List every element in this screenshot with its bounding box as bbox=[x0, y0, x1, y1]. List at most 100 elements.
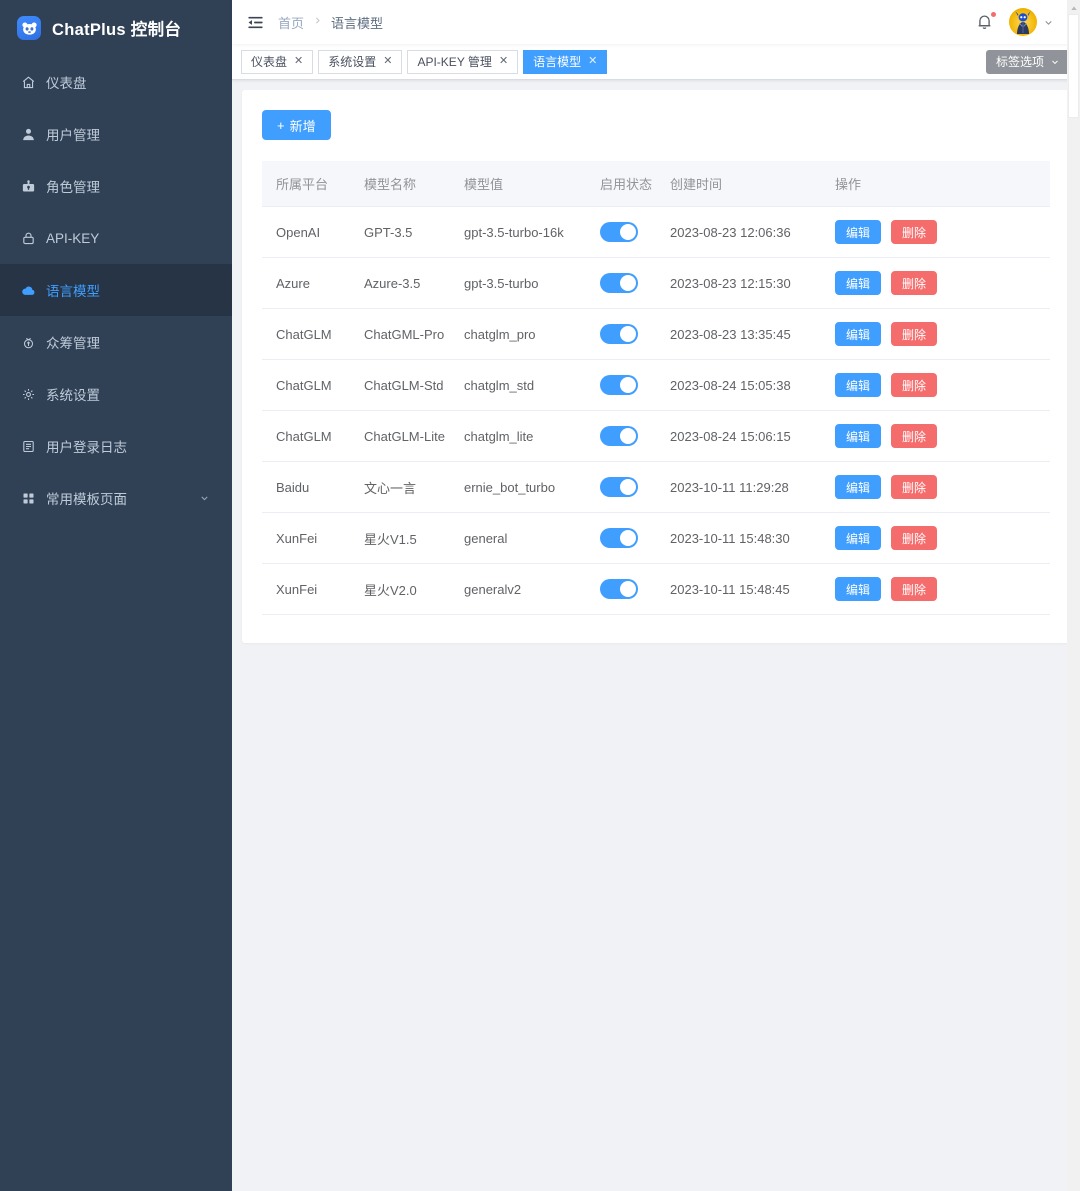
edit-button[interactable]: 编辑 bbox=[835, 271, 882, 295]
tab-system-settings[interactable]: 系统设置 ✕ bbox=[318, 49, 403, 74]
main-area: 首页 语言模型 bbox=[232, 0, 1080, 1191]
edit-button[interactable]: 编辑 bbox=[835, 475, 882, 499]
breadcrumb-item-home[interactable]: 首页 bbox=[278, 15, 305, 31]
edit-button[interactable]: 编辑 bbox=[835, 322, 882, 346]
edit-button[interactable]: 编辑 bbox=[835, 424, 882, 448]
sidebar-logo[interactable]: ChatPlus 控制台 bbox=[0, 0, 232, 56]
sidebar: ChatPlus 控制台 仪表盘 用户管理 角色管理 bbox=[0, 0, 232, 1191]
tab-label: 语言模型 bbox=[533, 55, 582, 69]
delete-button[interactable]: 删除 bbox=[891, 220, 938, 244]
table-row: ChatGLM ChatGLM-Lite chatglm_lite 2023-08-2… bbox=[262, 410, 1050, 462]
edit-button[interactable]: 编辑 bbox=[835, 220, 882, 244]
cell-created-time: 2023-08-24 15:05:38 bbox=[656, 359, 821, 411]
cell-model-value: chatglm_std bbox=[450, 359, 586, 411]
cell-model-name: 文心一言 bbox=[350, 461, 450, 513]
tabs-bar: 仪表盘 ✕ 系统设置 ✕ API-KEY 管理 ✕ 语言模型 ✕ 标签选项 bbox=[232, 44, 1080, 80]
tab-label: 系统设置 bbox=[328, 55, 377, 69]
column-header-platform[interactable]: 所属平台 bbox=[262, 161, 350, 207]
close-icon[interactable]: ✕ bbox=[498, 55, 509, 67]
column-header-model-name[interactable]: 模型名称 bbox=[350, 161, 450, 207]
cell-platform: Baidu bbox=[262, 461, 350, 513]
column-header-enabled-status[interactable]: 启用状态 bbox=[586, 161, 656, 207]
plus-icon: + bbox=[277, 117, 285, 133]
navbar-actions bbox=[975, 8, 1068, 36]
delete-button[interactable]: 删除 bbox=[891, 373, 938, 397]
app-main: + 新增 所属平台 模型名称 模型值 启用状态 创建时间 操作 OpenAI GP… bbox=[232, 80, 1080, 653]
sidebar-item-crowdfunding[interactable]: 众筹管理 bbox=[0, 316, 232, 368]
user-icon bbox=[20, 126, 37, 143]
tab-api-key-management[interactable]: API-KEY 管理 ✕ bbox=[407, 49, 519, 74]
avatar-menu[interactable] bbox=[1009, 8, 1054, 36]
enable-toggle[interactable] bbox=[600, 273, 638, 293]
page-scrollbar[interactable] bbox=[1067, 0, 1080, 1191]
cell-created-time: 2023-10-11 11:29:28 bbox=[656, 461, 821, 513]
close-icon[interactable]: ✕ bbox=[383, 55, 393, 67]
edit-button[interactable]: 编辑 bbox=[835, 526, 882, 550]
table-row: ChatGLM ChatGML-Pro chatglm_pro 2023-08-23 … bbox=[262, 308, 1050, 360]
cell-model-name: 星火V2.0 bbox=[350, 563, 450, 615]
tab-options-button[interactable]: 标签选项 bbox=[985, 49, 1070, 74]
sidebar-item-users[interactable]: 用户管理 bbox=[0, 108, 232, 160]
sidebar-item-api-key[interactable]: API-KEY bbox=[0, 212, 232, 264]
cell-created-time: 2023-08-23 13:35:45 bbox=[656, 308, 821, 360]
tab-dashboard[interactable]: 仪表盘 ✕ bbox=[241, 49, 314, 74]
toggle-knob bbox=[620, 428, 636, 444]
sidebar-item-system-settings[interactable]: 系统设置 bbox=[0, 368, 232, 420]
sidebar-item-dashboard[interactable]: 仪表盘 bbox=[0, 56, 232, 108]
sidebar-item-login-logs[interactable]: 用户登录日志 bbox=[0, 420, 232, 472]
delete-button[interactable]: 删除 bbox=[891, 577, 938, 601]
gear-icon bbox=[20, 386, 37, 403]
close-icon[interactable]: ✕ bbox=[294, 55, 304, 67]
hamburger-fold-icon[interactable] bbox=[246, 13, 264, 31]
enable-toggle[interactable] bbox=[600, 324, 638, 344]
edit-button[interactable]: 编辑 bbox=[835, 373, 882, 397]
delete-button[interactable]: 删除 bbox=[891, 526, 938, 550]
add-button[interactable]: + 新增 bbox=[262, 110, 331, 140]
delete-button[interactable]: 删除 bbox=[891, 475, 938, 499]
enable-toggle[interactable] bbox=[600, 528, 638, 548]
table-header-row: 所属平台 模型名称 模型值 启用状态 创建时间 操作 bbox=[262, 161, 1050, 207]
delete-button[interactable]: 删除 bbox=[891, 424, 938, 448]
enable-toggle[interactable] bbox=[600, 477, 638, 497]
cell-platform: ChatGLM bbox=[262, 308, 350, 360]
edit-button[interactable]: 编辑 bbox=[835, 577, 882, 601]
delete-button[interactable]: 删除 bbox=[891, 271, 938, 295]
toggle-knob bbox=[620, 326, 636, 342]
close-icon[interactable]: ✕ bbox=[588, 55, 598, 67]
cell-enabled-status bbox=[586, 257, 656, 309]
cell-platform: OpenAI bbox=[262, 206, 350, 258]
cell-model-value: generalv2 bbox=[450, 563, 586, 615]
enable-toggle[interactable] bbox=[600, 579, 638, 599]
cell-model-value: ernie_bot_turbo bbox=[450, 461, 586, 513]
tab-label: API-KEY 管理 bbox=[417, 55, 492, 69]
cell-actions: 编辑 删除 bbox=[821, 308, 1050, 360]
delete-button[interactable]: 删除 bbox=[891, 322, 938, 346]
cloud-icon bbox=[20, 282, 37, 299]
scrollbar-thumb[interactable] bbox=[1068, 14, 1079, 118]
cell-model-value: gpt-3.5-turbo bbox=[450, 257, 586, 309]
grid-icon bbox=[20, 490, 37, 507]
column-header-created-time[interactable]: 创建时间 bbox=[656, 161, 821, 207]
bell-icon[interactable] bbox=[975, 11, 997, 32]
tab-language-model[interactable]: 语言模型 ✕ bbox=[523, 49, 608, 74]
home-icon bbox=[20, 74, 37, 91]
table-row: OpenAI GPT-3.5 gpt-3.5-turbo-16k 2023-08-23… bbox=[262, 206, 1050, 258]
sidebar-item-roles[interactable]: 角色管理 bbox=[0, 160, 232, 212]
tab-options-label: 标签选项 bbox=[995, 55, 1044, 69]
chevron-down-icon bbox=[1050, 57, 1060, 67]
column-header-actions: 操作 bbox=[821, 161, 1050, 207]
sidebar-item-language-model[interactable]: 语言模型 bbox=[0, 264, 232, 316]
cell-enabled-status bbox=[586, 308, 656, 360]
scroll-up-arrow-icon[interactable] bbox=[1069, 3, 1078, 12]
cell-model-value: chatglm_pro bbox=[450, 308, 586, 360]
sidebar-item-label: 用户登录日志 bbox=[46, 440, 127, 455]
column-header-model-value[interactable]: 模型值 bbox=[450, 161, 586, 207]
cell-enabled-status bbox=[586, 461, 656, 513]
models-table: 所属平台 模型名称 模型值 启用状态 创建时间 操作 OpenAI GPT-3.5… bbox=[262, 161, 1050, 615]
enable-toggle[interactable] bbox=[600, 375, 638, 395]
enable-toggle[interactable] bbox=[600, 426, 638, 446]
sidebar-item-label: 众筹管理 bbox=[46, 336, 100, 351]
chevron-down-icon bbox=[1043, 17, 1054, 28]
enable-toggle[interactable] bbox=[600, 222, 638, 242]
sidebar-item-common-templates[interactable]: 常用模板页面 bbox=[0, 472, 232, 524]
